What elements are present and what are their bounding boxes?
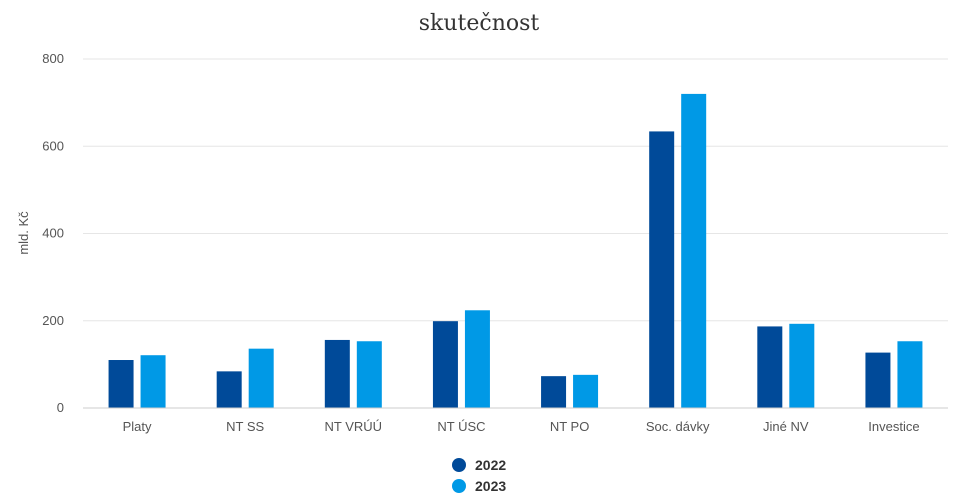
bar-2023-5 [573,374,599,408]
bar-2023-4 [464,310,490,408]
bar-2022-8 [865,352,891,408]
bar-2023-3 [356,341,382,408]
x-tick-label: Investice [868,419,919,434]
y-tick-label: 0 [57,400,64,415]
x-axis-ticks: Platy NT SS NT VRÚÚ NT ÚSC NT PO Soc. dávky Ji… [123,419,920,434]
bar-2023-2 [248,348,274,408]
legend-label: 2022 [475,457,506,473]
bars [108,93,923,409]
y-tick-label: 400 [42,226,64,241]
y-axis-label: mld. Kč [16,211,31,255]
legend-swatch-2022 [452,458,466,472]
y-tick-label: 200 [42,313,64,328]
y-tick-label: 800 [42,51,64,66]
x-tick-label: NT SS [226,419,264,434]
bar-2022-4 [432,321,458,408]
bar-2022-7 [757,326,783,408]
x-tick-label: NT PO [550,419,590,434]
legend-swatch-2023 [452,479,466,493]
x-tick-label: NT VRÚÚ [325,419,383,434]
bar-2022-3 [324,339,350,408]
grid-lines [83,58,948,322]
bar-2022-5 [541,376,567,408]
bar-2022-6 [649,131,675,409]
x-tick-label: NT ÚSC [437,419,485,434]
y-tick-label: 600 [42,138,64,153]
legend-label: 2023 [475,478,506,494]
x-tick-label: Platy [123,419,152,434]
chart-title: skutečnost [419,11,540,36]
bar-2023-8 [897,341,923,408]
bar-2023-1 [140,355,166,408]
bar-2023-6 [681,93,707,409]
bar-2023-7 [789,323,815,408]
x-tick-label: Jiné NV [763,419,809,434]
legend: 2022 2023 [452,457,506,494]
y-axis-ticks: 0 200 400 600 800 [42,51,64,415]
x-tick-label: Soc. dávky [646,419,710,434]
bar-2022-1 [108,360,134,408]
bar-2022-2 [216,371,242,408]
